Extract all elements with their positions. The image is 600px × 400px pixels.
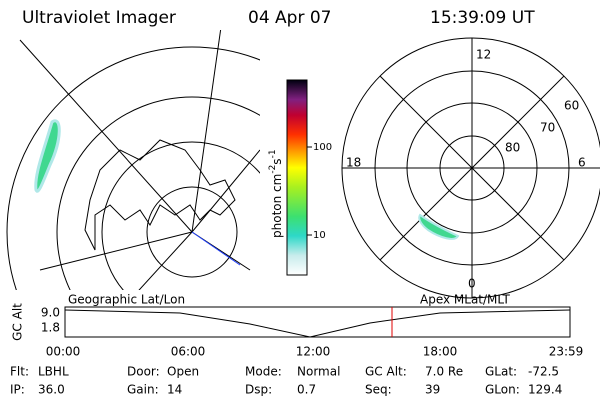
polar-label: 70 [540, 121, 555, 135]
date: 04 Apr 07 [248, 8, 331, 28]
colorbar-label: photon cm-2s-1 [268, 149, 284, 238]
colorbar-tick: 100 [313, 142, 332, 153]
footer-value: 14 [167, 383, 182, 397]
y-tick-label: 1.8 [41, 321, 60, 335]
polar-label: 18 [346, 156, 361, 170]
footer-value: 7.0 Re [425, 365, 463, 379]
x-tick-label: 00:00 [46, 345, 81, 359]
geo-map [6, 30, 260, 290]
footer-value: 36.0 [38, 383, 65, 397]
polar-label: 60 [564, 99, 579, 113]
footer-label: Flt: [10, 365, 29, 379]
footer-label: GLon: [485, 383, 520, 397]
footer-value: Open [167, 365, 199, 379]
x-tick-label: 06:00 [171, 345, 206, 359]
polar-label: 12 [476, 48, 491, 62]
footer-label: Dsp: [245, 383, 272, 397]
footer-value: Normal [297, 365, 340, 379]
footer-label: Gain: [127, 383, 159, 397]
footer-value: LBHL [38, 365, 69, 379]
footer-value: -72.5 [528, 365, 559, 379]
x-tick-label: 23:59 [549, 345, 584, 359]
footer-value: 39 [425, 383, 440, 397]
colorbar [286, 79, 308, 276]
time: 15:39:09 UT [430, 8, 535, 28]
polar-label: 80 [505, 141, 520, 155]
timeline-title: Apex MLat/MLT [420, 293, 510, 307]
colorbar-tick: 10 [313, 230, 326, 241]
footer-value: 0.7 [297, 383, 316, 397]
polar-label: 0 [468, 277, 476, 291]
x-tick-label: 12:00 [296, 345, 331, 359]
footer-label: Mode: [245, 365, 282, 379]
polar-label: 6 [578, 156, 586, 170]
altitude-curve [64, 309, 571, 338]
footer: Flt: LBHL Door: Open Mode: Normal GC Alt: 7.0 R… [10, 365, 562, 397]
title: Ultraviolet Imager [22, 8, 176, 28]
footer-label: GC Alt: [365, 365, 407, 379]
polar-map [341, 37, 600, 299]
x-tick-label: 18:00 [423, 345, 458, 359]
axis-label: GC Alt [11, 303, 25, 341]
timeline-box [64, 306, 571, 338]
footer-label: IP: [10, 383, 25, 397]
footer-label: Seq: [365, 383, 392, 397]
timeline-title: Geographic Lat/Lon [68, 293, 185, 307]
footer-label: Door: [127, 365, 160, 379]
footer-value: 129.4 [528, 383, 562, 397]
footer-label: GLat: [485, 365, 517, 379]
y-tick-label: 9.0 [41, 306, 60, 320]
